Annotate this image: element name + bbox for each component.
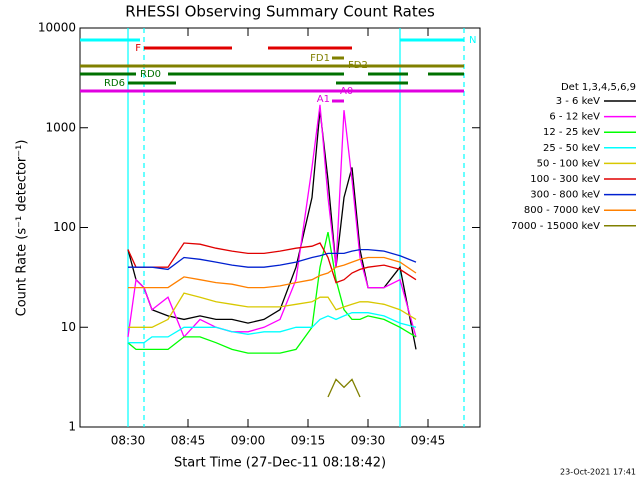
legend-label: 800 - 7000 keV (524, 205, 600, 216)
y-axis-label: Count Rate (s⁻¹ detector⁻¹) (15, 140, 30, 317)
flag-label: RD0 (140, 69, 161, 80)
x-tick-label: 09:45 (411, 434, 446, 448)
x-tick-label: 08:30 (111, 434, 146, 448)
series-line (128, 292, 417, 328)
series-line (128, 256, 417, 289)
x-tick-label: 09:30 (351, 434, 386, 448)
flag-label: A1 (317, 94, 330, 105)
flag-label: FD1 (310, 53, 330, 64)
series-line (127, 242, 417, 284)
legend-label: 50 - 100 keV (537, 158, 601, 169)
x-axis-label: Start Time (27-Dec-11 08:18:42) (174, 456, 386, 471)
x-tick-label: 09:15 (291, 434, 326, 448)
legend-label: 7000 - 15000 keV (511, 221, 600, 232)
flag-label: N (469, 35, 476, 46)
x-tick-label: 09:00 (231, 434, 266, 448)
flag-label: A0 (340, 86, 353, 97)
y-tick-label: 1000 (45, 120, 76, 134)
footer: 23-Oct-2021 17:41 (560, 468, 636, 477)
flag-label: RD6 (104, 78, 125, 89)
legend-label: 12 - 25 keV (543, 127, 600, 138)
series-line (327, 378, 361, 398)
legend-label: 300 - 800 keV (530, 190, 600, 201)
legend-label: 100 - 300 keV (530, 174, 600, 185)
flag-label: FD2 (348, 60, 368, 71)
x-tick-label: 08:45 (171, 434, 206, 448)
series-line (127, 231, 417, 354)
legend-label: 3 - 6 keV (556, 96, 600, 107)
flag-label: F (135, 43, 141, 54)
series-line (128, 248, 417, 271)
y-tick-label: 100 (53, 220, 76, 234)
legend-label: 6 - 12 keV (549, 112, 600, 123)
series-line (127, 110, 417, 350)
series-line (128, 312, 417, 344)
y-tick-label: 10000 (38, 21, 76, 35)
legend-label: 25 - 50 keV (543, 143, 600, 154)
series-line (127, 104, 417, 339)
y-tick-label: 1 (68, 420, 76, 434)
chart-title: RHESSI Observing Summary Count Rates (125, 3, 435, 21)
legend-title: Det 1,3,4,5,6,9 (561, 82, 636, 93)
y-tick-label: 10 (61, 320, 76, 334)
